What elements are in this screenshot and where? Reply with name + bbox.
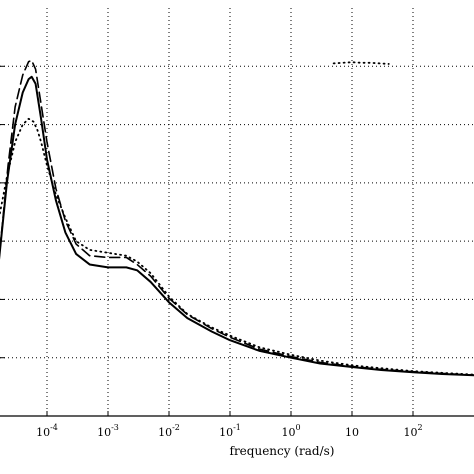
series-line-1: [0, 59, 474, 376]
x-tick-label-4: 10-1: [219, 423, 241, 439]
grid-lines: [0, 8, 474, 416]
x-tick-label-5: 100: [281, 423, 300, 439]
axes: [0, 65, 474, 417]
x-tick-label-7: 102: [403, 423, 422, 439]
x-tick-label-2: 10-3: [97, 423, 119, 439]
series-line-3: [332, 61, 390, 65]
series-line-0: [0, 75, 474, 377]
x-tick-label-1: 10-4: [36, 423, 58, 439]
plot-series: [0, 59, 474, 377]
x-axis-label: frequency (rad/s): [230, 444, 335, 458]
series-line-2: [0, 117, 474, 376]
x-tick-label-3: 10-2: [158, 423, 180, 439]
x-tick-label-6: 10: [345, 426, 359, 439]
